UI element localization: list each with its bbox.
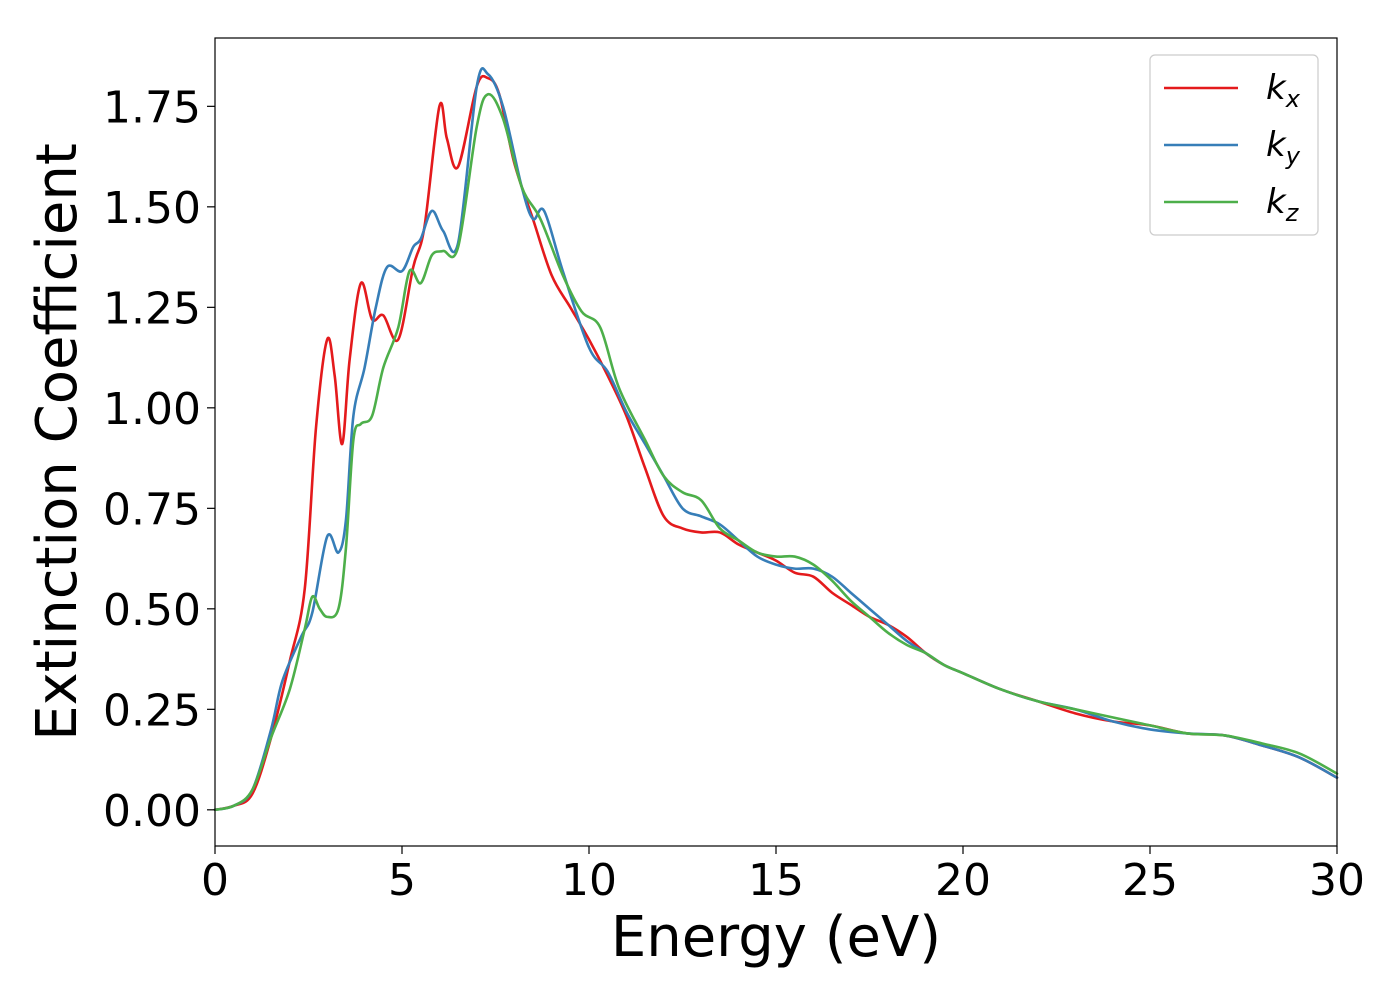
y-axis-ticks: 0.00 0.25 0.50 0.75 1.00 1.25 1.50 1.75 bbox=[103, 82, 215, 837]
x-tick-label: 25 bbox=[1122, 855, 1178, 906]
legend-label-base: k bbox=[1266, 68, 1287, 108]
y-tick-label: 0.25 bbox=[103, 685, 201, 736]
x-tick-label: 30 bbox=[1309, 855, 1365, 906]
series-line-kz bbox=[213, 92, 1339, 812]
series-layer bbox=[213, 67, 1339, 812]
legend-label-subscript: x bbox=[1285, 85, 1301, 113]
y-tick-label: 0.50 bbox=[103, 585, 201, 636]
legend-label-base: k bbox=[1266, 182, 1287, 222]
x-axis-ticks: 0 5 10 15 20 25 30 bbox=[201, 846, 1365, 906]
legend-label-base: k bbox=[1266, 125, 1287, 165]
legend-label-subscript: y bbox=[1285, 142, 1301, 170]
x-tick-label: 0 bbox=[201, 855, 229, 906]
y-tick-label: 1.75 bbox=[103, 82, 201, 133]
x-axis-label: Energy (eV) bbox=[611, 905, 941, 970]
y-tick-label: 1.50 bbox=[103, 183, 201, 234]
y-tick-label: 1.00 bbox=[103, 384, 201, 435]
legend-label-subscript: z bbox=[1285, 199, 1300, 227]
y-axis-label: Extinction Coefficient bbox=[25, 143, 90, 741]
legend-label-kz: kz bbox=[1266, 182, 1300, 227]
x-tick-label: 20 bbox=[935, 855, 991, 906]
x-tick-label: 5 bbox=[388, 855, 416, 906]
legend-label-kx: kx bbox=[1266, 68, 1301, 113]
y-tick-label: 0.75 bbox=[103, 484, 201, 535]
legend-label-ky: ky bbox=[1266, 125, 1301, 170]
y-tick-label: 0.00 bbox=[103, 786, 201, 837]
x-tick-label: 15 bbox=[748, 855, 804, 906]
x-tick-label: 10 bbox=[561, 855, 617, 906]
y-tick-label: 1.25 bbox=[103, 283, 201, 334]
